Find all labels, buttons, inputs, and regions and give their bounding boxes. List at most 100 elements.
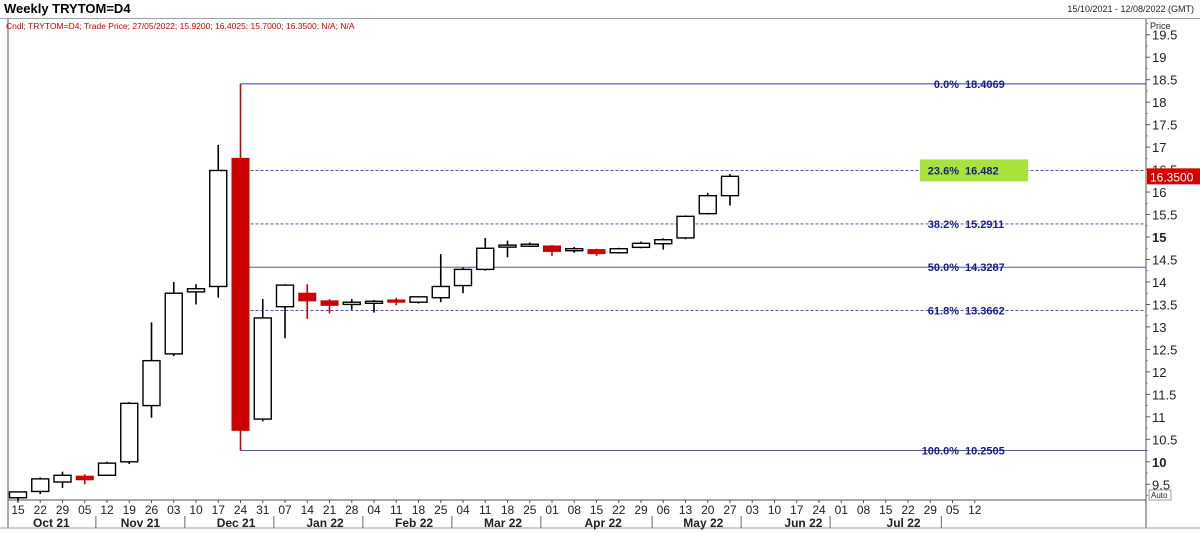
- x-day-label: 17: [790, 503, 804, 517]
- x-day-label: 22: [34, 503, 48, 517]
- x-axis: 15 22 29 05 12 19 26 03 10 17 24 31 07 14 21 28 04 11 18 25…: [11, 500, 982, 530]
- candle-up: [631, 241, 651, 249]
- candle-up: [698, 192, 717, 215]
- candle-up: [453, 267, 473, 294]
- y-tick-label: 10: [1152, 455, 1166, 470]
- y-tick-label: 17.5: [1152, 118, 1177, 133]
- fibonacci-levels: 0.0% 18.4069 23.6% 16.482 38.2% 15.2911 50.0% 1…: [240, 79, 1146, 458]
- x-day-label: 29: [634, 503, 648, 517]
- x-day-label: 11: [390, 503, 403, 517]
- candle-body: [676, 215, 695, 239]
- candle-down: [298, 284, 317, 319]
- last-price-box: [1147, 168, 1200, 185]
- candle-body: [476, 247, 495, 271]
- candle-body: [409, 296, 428, 303]
- fib-value-label: 13.3662: [965, 305, 1005, 317]
- fib-percent-label: 38.2%: [928, 219, 959, 231]
- x-day-label: 29: [924, 503, 938, 517]
- candle-up: [364, 299, 384, 313]
- candle-down: [320, 299, 339, 314]
- candle-up: [209, 144, 228, 298]
- x-day-label: 06: [657, 503, 671, 517]
- x-day-label: 01: [545, 503, 559, 517]
- candle-body: [342, 301, 361, 306]
- x-day-label: 24: [234, 503, 248, 517]
- candle-body: [231, 157, 250, 431]
- candle-up: [53, 471, 72, 488]
- candle-up: [120, 402, 139, 465]
- candlestick-chart[interactable]: 0.0% 18.4069 23.6% 16.482 38.2% 15.2911 50.0% 1…: [0, 19, 1200, 547]
- candle-body: [164, 292, 183, 355]
- y-tick-label: 18.5: [1152, 73, 1177, 88]
- candle-up: [720, 174, 740, 206]
- chart-legend: Cndl; TRYTOM=D4; Trade Price; 27/05/2022…: [6, 21, 355, 31]
- candle-up: [654, 238, 673, 250]
- candle-body: [253, 317, 272, 420]
- y-tick-label: 19.5: [1152, 28, 1177, 43]
- candle-up: [142, 322, 161, 418]
- plot-frame: [0, 19, 1200, 529]
- x-month-label: Oct 21: [33, 516, 70, 530]
- x-day-label: 18: [501, 503, 515, 517]
- x-day-label: 19: [123, 503, 137, 517]
- fib-percent-label: 23.6%: [928, 165, 959, 177]
- y-tick-label: 10.5: [1152, 432, 1177, 447]
- y-tick-label: 15.5: [1152, 208, 1177, 223]
- chart-title: Weekly TRYTOM=D4: [4, 1, 131, 16]
- candle-body: [209, 169, 228, 288]
- candle-body: [364, 300, 384, 305]
- auto-scale-button[interactable]: Auto: [1148, 489, 1172, 501]
- candle-body: [498, 244, 517, 248]
- fib-value-label: 10.2505: [965, 446, 1005, 458]
- x-month-label: Nov 21: [121, 516, 161, 530]
- x-day-label: 15: [879, 503, 893, 517]
- candle-body: [320, 300, 339, 306]
- candle-up: [431, 254, 450, 303]
- y-tick-label: 13.5: [1152, 297, 1177, 312]
- candle-up: [498, 240, 517, 258]
- x-day-label: 27: [723, 503, 737, 517]
- y-tick-label: 17: [1152, 140, 1166, 155]
- x-month-label: Feb 22: [395, 516, 433, 530]
- candle-body: [720, 175, 740, 197]
- candle-up: [520, 242, 539, 247]
- candle-body: [387, 299, 406, 303]
- candle-body: [565, 248, 584, 252]
- candle-body: [142, 359, 161, 407]
- candle-up: [342, 299, 361, 310]
- date-range: 15/10/2021 - 12/08/2022 (GMT): [1067, 4, 1194, 14]
- fib-value-label: 16.482: [965, 165, 999, 177]
- candle-body: [186, 288, 206, 293]
- candle-body: [631, 242, 651, 249]
- x-day-label: 15: [590, 503, 604, 517]
- fib-percent-label: 100.0%: [922, 446, 960, 458]
- price-axis-label: Price: [1150, 21, 1171, 31]
- candle-body: [53, 474, 72, 483]
- y-axis: 9.5 10 10.5 11 11.5 12 12.5 13 13.5 14 14.5 15 15.5 1…: [1146, 23, 1200, 496]
- candle-up: [186, 284, 206, 305]
- x-day-label: 24: [812, 503, 826, 517]
- x-day-label: 18: [412, 503, 426, 517]
- x-day-label: 14: [301, 503, 315, 517]
- y-tick-label: 16: [1152, 185, 1166, 200]
- y-tick-label: 12: [1152, 365, 1166, 380]
- candle-body: [275, 284, 295, 308]
- candle-down: [387, 297, 406, 306]
- fib-value-label: 15.2911: [965, 219, 1004, 231]
- candle-body: [587, 249, 606, 255]
- x-day-label: 05: [78, 503, 92, 517]
- x-day-label: 07: [278, 503, 292, 517]
- x-day-label: 04: [456, 503, 470, 517]
- x-day-label: 10: [189, 503, 203, 517]
- y-tick-label: 13: [1152, 320, 1166, 335]
- x-day-label: 21: [323, 503, 337, 517]
- fib-percent-label: 50.0%: [928, 262, 959, 274]
- candle-body: [75, 475, 94, 481]
- candle-body: [97, 462, 117, 476]
- y-tick-label: 14: [1152, 275, 1166, 290]
- x-day-label: 13: [679, 503, 693, 517]
- candle-up: [476, 237, 495, 271]
- y-tick-label: 12.5: [1152, 342, 1177, 357]
- y-tick-label: 19: [1152, 50, 1166, 65]
- candle-up: [565, 246, 584, 253]
